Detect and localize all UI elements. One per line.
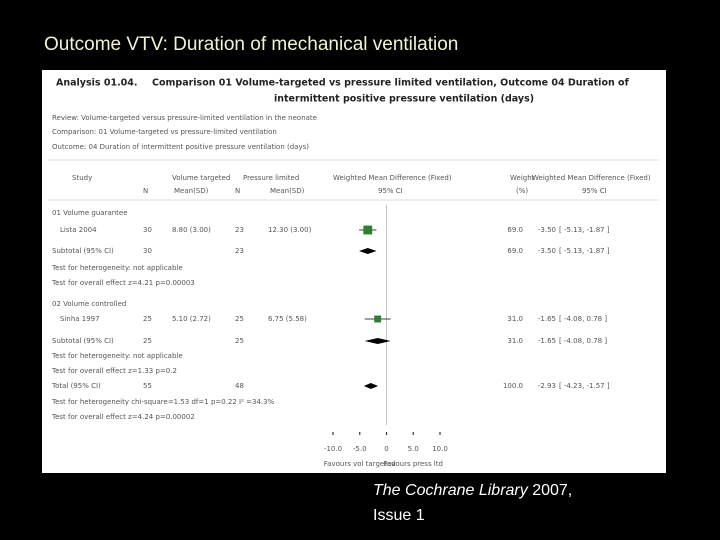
effect: -2.93 (538, 382, 556, 390)
slide-title: Outcome VTV: Duration of mechanical vent… (44, 34, 458, 55)
effect: -3.50 (538, 226, 556, 234)
row-label: Lista 2004 (60, 226, 97, 234)
pl-n: 25 (235, 315, 244, 323)
vt-mean: 5.10 (2.72) (172, 315, 211, 323)
row-label: Subtotal (95% CI) (52, 247, 114, 255)
col-header: N (143, 187, 148, 195)
meta-outcome: Outcome: 04 Duration of intermittent pos… (52, 143, 309, 151)
col-header: Mean(SD) (270, 187, 305, 195)
vt-n: 25 (143, 337, 152, 345)
x-tick-label: 5.0 (408, 445, 419, 453)
effect-square (363, 225, 373, 235)
figure-panel (42, 70, 666, 473)
effect: -1.65 (538, 315, 556, 323)
vt-n: 30 (143, 247, 152, 255)
col-header: Weighted Mean Difference (Fixed) (532, 174, 651, 182)
row-label: Test for overall effect z=1.33 p=0.2 (51, 367, 177, 375)
x-tick-label: 10.0 (432, 445, 448, 453)
meta-review: Review: Volume-targeted versus pressure-… (52, 114, 317, 122)
pl-mean: 6.75 (5.58) (268, 315, 307, 323)
row-label: Sinha 1997 (60, 315, 100, 323)
vt-n: 30 (143, 226, 152, 234)
row-label: 02 Volume controlled (52, 300, 126, 308)
heading: intermittent positive pressure ventilati… (274, 94, 534, 105)
weight: 31.0 (507, 337, 523, 345)
row-label: 01 Volume guarantee (52, 209, 128, 217)
x-tick-label: -5.0 (353, 445, 367, 453)
row-label: Test for heterogeneity chi-square=1.53 d… (51, 398, 275, 406)
x-tick-label: -10.0 (324, 445, 342, 453)
caption-rest: 2007, (532, 482, 572, 499)
pl-mean: 12.30 (3.00) (268, 226, 312, 234)
row-label: Test for overall effect z=4.24 p=0.00002 (51, 413, 195, 421)
weight: 100.0 (503, 382, 523, 390)
row-label: Subtotal (95% CI) (52, 337, 114, 345)
pl-n: 23 (235, 226, 244, 234)
caption-italic: The Cochrane Library (373, 482, 529, 499)
heading: Comparison 01 Volume-targeted vs pressur… (152, 78, 630, 89)
col-header: Weighted Mean Difference (Fixed) (333, 174, 452, 182)
pl-n: 48 (235, 382, 244, 390)
row-label: Test for overall effect z=4.21 p=0.00003 (51, 279, 195, 287)
ci: [ -4.08, 0.78 ] (559, 315, 607, 323)
effect: -3.50 (538, 247, 556, 255)
analysis-label: Analysis 01.04. (56, 78, 138, 89)
effect-square (374, 315, 382, 323)
ci: [ -5.13, -1.87 ] (559, 226, 610, 234)
row-label: Total (95% CI) (51, 382, 101, 390)
col-header: 95% CI (378, 187, 403, 195)
weight: 69.0 (507, 247, 523, 255)
meta-comparison: Comparison: 01 Volume-targeted vs pressu… (52, 128, 277, 136)
pooled-diamond (359, 248, 377, 254)
pooled-diamond (363, 383, 379, 389)
col-header: (%) (516, 187, 528, 195)
vt-mean: 8.80 (3.00) (172, 226, 211, 234)
vt-n: 25 (143, 315, 152, 323)
favours-left: Favours vol targeted (324, 460, 396, 468)
col-header: Mean(SD) (174, 187, 209, 195)
col-header: N (235, 187, 240, 195)
ci: [ -5.13, -1.87 ] (559, 247, 610, 255)
vt-n: 55 (143, 382, 152, 390)
weight: 69.0 (507, 226, 523, 234)
weight: 31.0 (507, 315, 523, 323)
caption: The Cochrane Library 2007, (373, 482, 572, 499)
row-label: Test for heterogeneity: not applicable (51, 352, 183, 360)
effect: -1.65 (538, 337, 556, 345)
col-header: Pressure limited (243, 174, 299, 182)
caption-line2: Issue 1 (373, 507, 425, 524)
col-header: 95% CI (582, 187, 607, 195)
pl-n: 23 (235, 247, 244, 255)
ci: [ -4.23, -1.57 ] (559, 382, 610, 390)
row-label: Test for heterogeneity: not applicable (51, 264, 183, 272)
col-header: Weight (510, 174, 535, 182)
col-header: Volume targeted (172, 174, 230, 182)
pl-n: 25 (235, 337, 244, 345)
col-header: Study (72, 174, 92, 182)
favours-right: Favours press ltd (384, 460, 443, 468)
pooled-diamond (364, 338, 391, 344)
x-tick-label: 0 (384, 445, 388, 453)
ci: [ -4.08, 0.78 ] (559, 337, 607, 345)
